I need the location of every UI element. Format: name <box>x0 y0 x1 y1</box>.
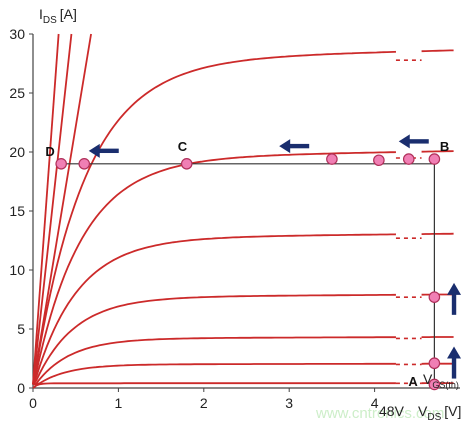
operating-points <box>55 153 441 391</box>
up-arrow-icon <box>447 282 462 315</box>
operating-point <box>373 154 385 167</box>
arrow-head <box>279 139 291 154</box>
characteristic-curves <box>32 33 454 389</box>
x-tick-label: 1 <box>115 395 123 411</box>
left-arrow-icon <box>279 139 310 154</box>
x-tick-label: 3 <box>285 395 293 411</box>
saturation-curve <box>33 362 454 386</box>
operating-point <box>428 291 441 303</box>
x-axis-title-main: V <box>418 403 428 419</box>
operating-point <box>55 158 67 170</box>
ohmic-curve <box>32 33 60 385</box>
arrow-shaft <box>98 148 119 154</box>
y-axis-title-sub: DS <box>43 15 57 26</box>
arrow-shaft <box>408 139 429 144</box>
x-tick-label: 4 <box>371 395 379 411</box>
y-tick-label: 15 <box>9 203 25 219</box>
axes: 0 5 10 15 20 25 30 0 1 2 3 4 <box>9 26 460 411</box>
vgs-label-main: V <box>423 371 433 387</box>
operating-point <box>78 158 91 170</box>
saturation-curve <box>32 150 454 385</box>
arrow-shaft <box>289 143 310 149</box>
arrow-head <box>447 346 462 359</box>
point-label-c: C <box>178 139 188 154</box>
y-tick-label: 20 <box>9 144 25 160</box>
x-tick-label: 2 <box>200 395 208 411</box>
point-label-b: B <box>440 139 449 154</box>
operating-point <box>326 153 338 165</box>
y-tick-label: 5 <box>17 321 25 337</box>
arrow-head <box>88 143 100 158</box>
direction-arrows <box>88 134 462 379</box>
y-tick-label: 0 <box>17 380 25 396</box>
saturation-curve <box>32 232 454 385</box>
ohmic-curve <box>32 33 73 385</box>
y-tick-label: 30 <box>9 26 25 42</box>
y-axis-title-main: I <box>39 6 43 22</box>
arrow-head <box>398 134 410 149</box>
saturation-curve <box>32 293 454 386</box>
point-label-a: A <box>408 374 418 389</box>
axis-break-gap <box>395 34 422 386</box>
operating-point <box>428 357 441 370</box>
arrow-shaft <box>451 356 457 379</box>
arrow-shaft <box>451 292 457 315</box>
operating-point <box>428 378 441 391</box>
vgs-label-sub: GS(th) <box>432 380 459 390</box>
watermark-text: www.cntronics.com <box>315 405 444 422</box>
operating-point <box>402 153 415 165</box>
up-arrow-icon <box>447 346 462 379</box>
y-tick-label: 10 <box>9 262 25 278</box>
arrow-head <box>447 282 462 295</box>
ohmic-curve <box>32 33 92 385</box>
x-axis-title: VDS [V] <box>418 403 461 423</box>
x-tick-label-48v: 48V <box>379 403 405 419</box>
saturation-curve <box>32 382 454 389</box>
saturation-curve <box>32 336 454 386</box>
operating-point <box>180 158 193 170</box>
y-axis-title: IDS [A] <box>39 6 77 26</box>
x-tick-label: 0 <box>29 395 37 411</box>
x-axis-title-unit: [V] <box>444 403 461 419</box>
left-arrow-icon <box>88 143 119 158</box>
vgs-threshold-label: VGS(th) <box>423 371 459 390</box>
x-axis-title-sub: DS <box>427 412 441 423</box>
y-axis-title-unit: [A] <box>60 6 77 22</box>
point-label-d: D <box>45 144 54 159</box>
y-tick-label: 25 <box>9 85 25 101</box>
left-arrow-icon <box>398 134 429 149</box>
operating-path <box>60 163 435 385</box>
operating-point <box>428 153 441 165</box>
saturation-curve <box>32 49 454 385</box>
